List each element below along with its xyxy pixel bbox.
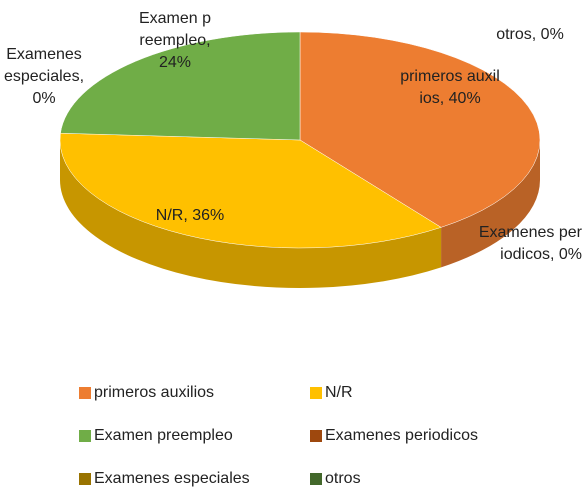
- data-label: Examenes especiales, 0%: [3, 46, 85, 107]
- legend-item: Examen preempleo: [79, 427, 233, 445]
- legend-label: otros: [325, 470, 361, 487]
- legend-swatch: [79, 473, 91, 485]
- legend-swatch: [79, 387, 91, 399]
- legend-item: Examenes periodicos: [310, 427, 478, 445]
- legend-label: Examenes periodicos: [325, 427, 478, 444]
- legend-swatch: [79, 430, 91, 442]
- data-label: Examenes periodicos, 0%: [478, 224, 582, 263]
- legend-item: N/R: [310, 384, 353, 402]
- slice: [299, 31, 541, 228]
- legend-item: Examenes especiales: [79, 470, 250, 488]
- legend-swatch: [310, 473, 322, 485]
- slice: [59, 132, 442, 249]
- legend-item: primeros auxilios: [79, 384, 214, 402]
- legend-label: Examen preempleo: [94, 427, 233, 444]
- legend-swatch: [310, 387, 322, 399]
- data-label: Examen preempleo, 24%: [138, 10, 212, 71]
- data-label: otros, 0%: [496, 26, 564, 43]
- legend-label: Examenes especiales: [94, 470, 250, 487]
- legend-label: N/R: [325, 384, 353, 401]
- legend-label: primeros auxilios: [94, 384, 215, 401]
- data-label: primeros auxilios, 40%: [400, 68, 500, 107]
- legend-swatch: [310, 430, 322, 442]
- data-label: N/R, 36%: [155, 207, 225, 224]
- legend-item: otros: [310, 470, 361, 488]
- slice-side: [60, 140, 442, 289]
- slice: [60, 31, 301, 141]
- slice-side: [441, 140, 540, 268]
